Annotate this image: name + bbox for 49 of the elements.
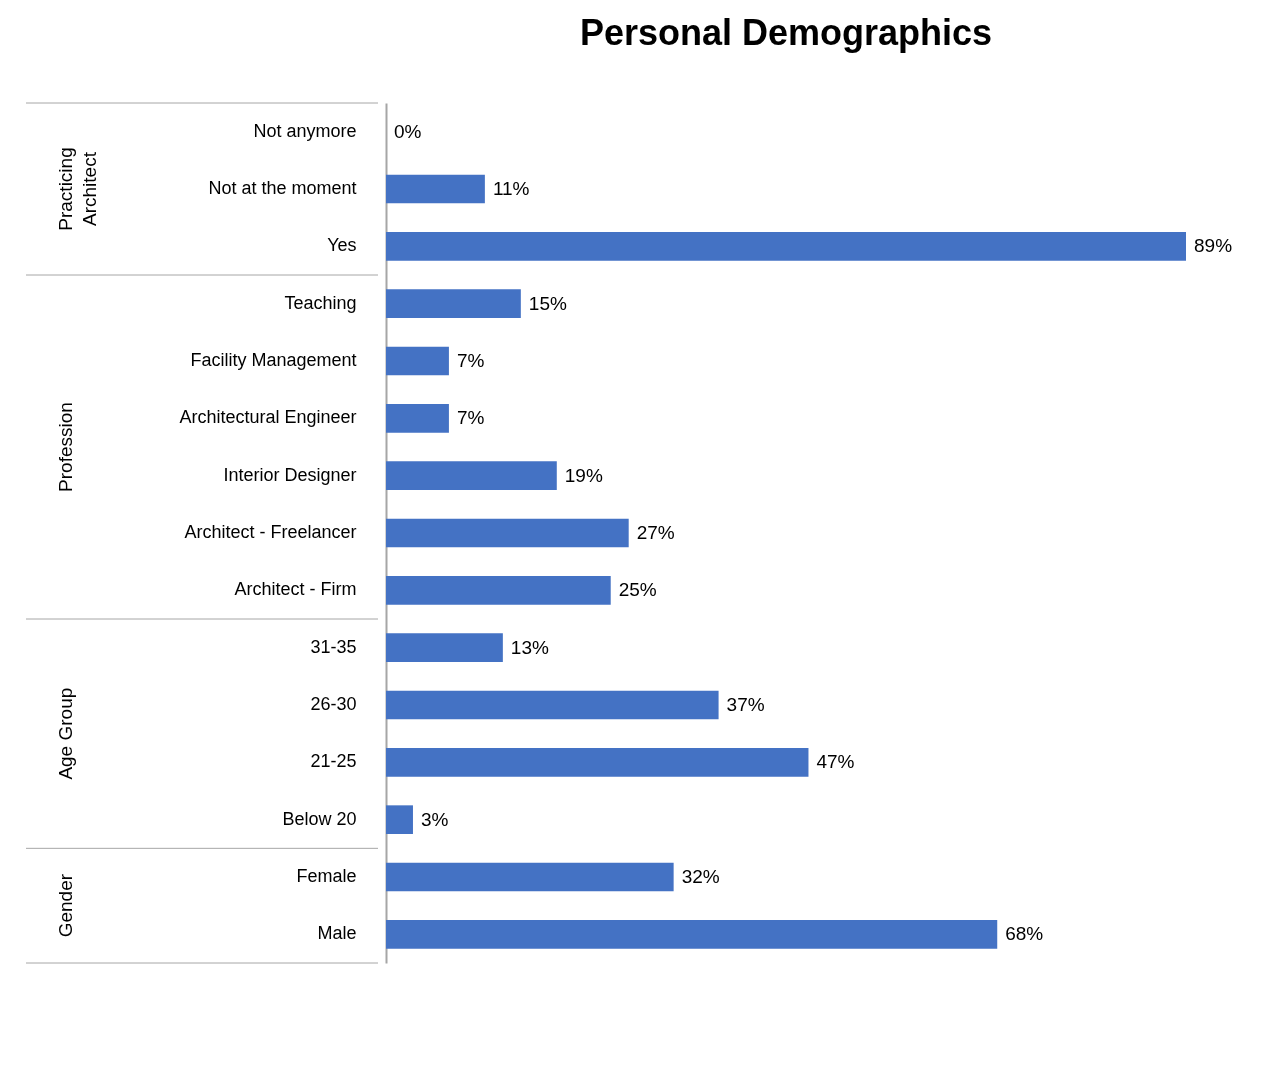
data-label: 3% <box>420 808 449 830</box>
y-tick-label: 21-25 <box>310 751 357 772</box>
text: Profession <box>55 402 76 492</box>
bar <box>386 404 449 433</box>
data-label: 68% <box>1005 923 1044 945</box>
bar <box>386 518 629 548</box>
bar <box>386 289 521 318</box>
data-label: 7% <box>456 350 485 371</box>
bar <box>386 232 1186 261</box>
data-label: 37% <box>726 694 765 715</box>
bar <box>386 633 503 662</box>
y-tick-label: Yes <box>327 235 357 256</box>
data-label: 11% <box>492 178 530 199</box>
data-label: 19% <box>564 464 603 486</box>
bar <box>386 805 413 834</box>
data-label: 47% <box>816 751 855 773</box>
y-tick-label: Facility Management <box>190 350 357 370</box>
bar <box>386 748 809 777</box>
bar <box>386 862 674 892</box>
y-tick-label: Architectural Engineer <box>179 407 357 428</box>
y-tick-label: Architect - Freelancer <box>184 522 357 542</box>
y-tick-label: Below 20 <box>282 808 357 829</box>
y-tick-label: Female <box>296 866 357 886</box>
data-label: 13% <box>510 636 549 658</box>
bar <box>386 920 998 949</box>
text: Gender <box>55 873 76 938</box>
y-tick-label: 26-30 <box>310 694 357 714</box>
data-label: 32% <box>681 866 720 887</box>
text: Practicing Architect <box>55 147 100 231</box>
bar <box>386 576 611 605</box>
y-tick-label: Not at the moment <box>208 178 357 198</box>
text: Age Group <box>55 687 76 780</box>
y-tick-label: Not anymore <box>253 120 357 141</box>
data-label: 89% <box>1194 235 1233 257</box>
bar <box>386 174 485 204</box>
y-tick-label: 31-35 <box>310 636 357 657</box>
bar <box>386 346 449 376</box>
y-tick-label: Interior Designer <box>223 464 357 485</box>
bar <box>386 690 719 720</box>
data-label: 7% <box>456 407 485 429</box>
y-tick-label: Teaching <box>284 292 357 313</box>
y-tick-label: Architect - Firm <box>234 579 357 600</box>
data-label: 0% <box>394 120 422 142</box>
y-tick-label: Male <box>317 923 357 944</box>
bar <box>386 461 557 490</box>
chart-title: Personal Demographics <box>579 11 993 53</box>
data-label: 15% <box>528 292 567 314</box>
data-label: 27% <box>636 522 675 543</box>
data-label: 25% <box>618 579 657 601</box>
